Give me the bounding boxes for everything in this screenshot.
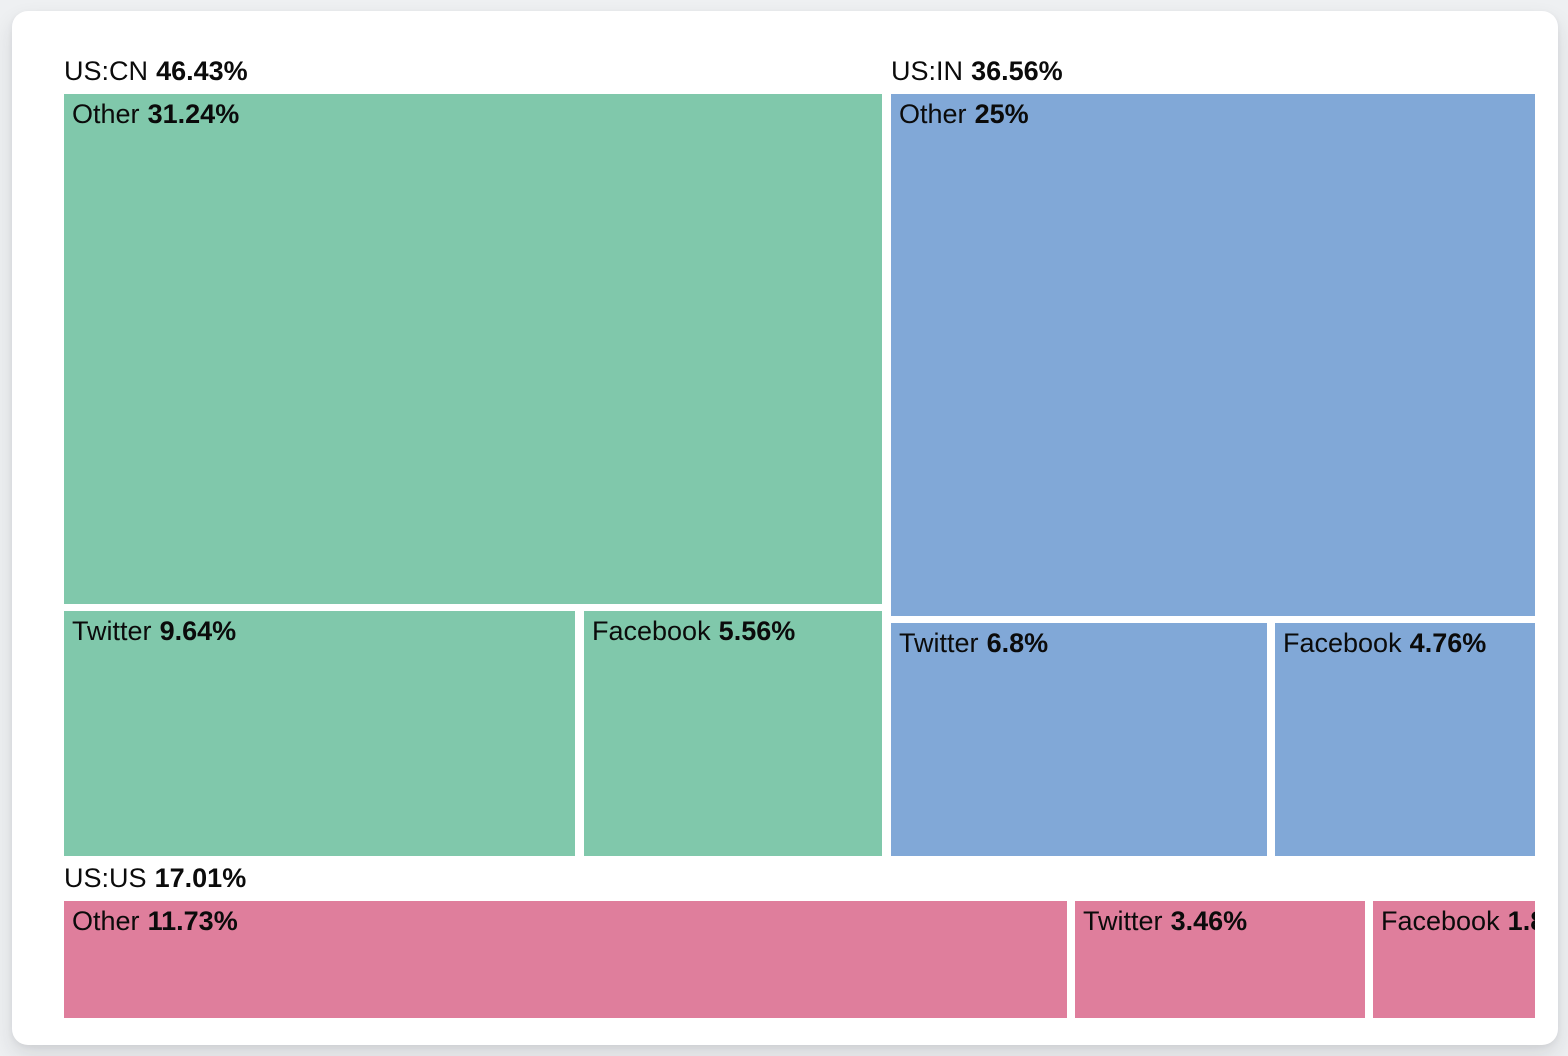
group-value: 46.43% <box>156 56 248 86</box>
tile-uscn-other[interactable]: Other 31.24% <box>64 94 882 604</box>
group-value: 36.56% <box>971 56 1063 86</box>
group-label: US:US <box>64 863 147 893</box>
tile-usin-twitter[interactable]: Twitter 6.8% <box>891 623 1267 856</box>
tile-usus-other[interactable]: Other 11.73% <box>64 901 1067 1018</box>
tile-label: Facebook 4.76% <box>1283 628 1487 658</box>
tile-label: Twitter 3.46% <box>1083 906 1248 936</box>
tile-uscn-facebook[interactable]: Facebook 5.56% <box>584 611 882 856</box>
tile-label: Other 31.24% <box>72 99 240 129</box>
group-header-usin: US:IN 36.56% <box>891 55 1063 87</box>
tile-label: Twitter 6.8% <box>899 628 1049 658</box>
tile-label: Twitter 9.64% <box>72 616 237 646</box>
tile-label: Other 25% <box>899 99 1029 129</box>
tile-usus-twitter[interactable]: Twitter 3.46% <box>1075 901 1365 1018</box>
group-header-usus: US:US 17.01% <box>64 862 246 894</box>
tile-usin-facebook[interactable]: Facebook 4.76% <box>1275 623 1535 856</box>
tile-label: Other 11.73% <box>72 906 238 936</box>
group-label: US:CN <box>64 56 149 86</box>
group-label: US:IN <box>891 56 964 86</box>
group-header-uscn: US:CN 46.43% <box>64 55 248 87</box>
chart-card: US:CN 46.43% US:IN 36.56% US:US 17.01% Othe… <box>12 11 1558 1045</box>
tile-label: Facebook 5.56% <box>592 616 796 646</box>
tile-uscn-twitter[interactable]: Twitter 9.64% <box>64 611 575 856</box>
tile-usin-other[interactable]: Other 25% <box>891 94 1535 616</box>
group-value: 17.01% <box>154 863 247 893</box>
